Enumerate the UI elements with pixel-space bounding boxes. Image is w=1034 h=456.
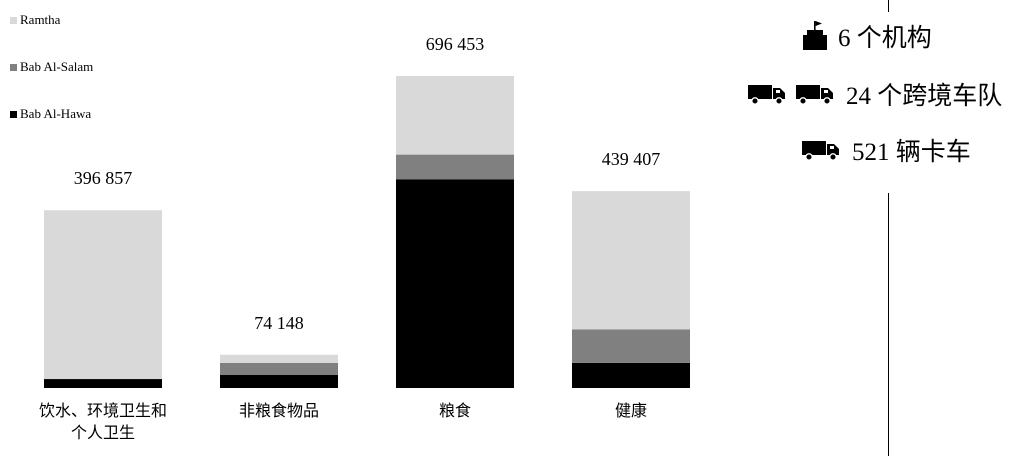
legend: Ramtha Bab Al-Salam Bab Al-Hawa xyxy=(10,12,93,153)
bar-segment-bab-al-salam-3 xyxy=(572,329,690,363)
stat-trucks: 521 辆卡车 xyxy=(802,132,971,168)
legend-label-ramtha: Ramtha xyxy=(20,12,61,27)
bar-segment-bab-al-hawa-1 xyxy=(220,375,338,388)
total-labels-group: 396 857 74 148 696 453 439 407 xyxy=(74,34,661,333)
legend-swatch-bab-al-hawa xyxy=(10,110,17,118)
bar-segment-ramtha-2 xyxy=(396,76,514,155)
legend-item-bab-al-salam: Bab Al-Salam xyxy=(10,59,93,75)
total-label-3: 439 407 xyxy=(602,149,661,169)
category-label-3: 健康 xyxy=(615,402,647,420)
legend-item-ramtha: Ramtha xyxy=(10,12,93,28)
category-label-0-line-1: 个人卫生 xyxy=(71,424,135,442)
total-label-2: 696 453 xyxy=(426,34,485,54)
bar-segment-ramtha-1 xyxy=(220,354,338,363)
legend-label-bab-al-salam: Bab Al-Salam xyxy=(20,59,94,74)
legend-item-bab-al-hawa: Bab Al-Hawa xyxy=(10,106,93,122)
category-label-1: 非粮食物品 xyxy=(239,402,319,420)
total-label-0: 396 857 xyxy=(74,168,133,188)
building-with-flag-icon xyxy=(802,21,828,51)
truck-icon xyxy=(802,138,842,162)
stat-convoys: 24 个跨境车队 xyxy=(748,76,1002,112)
divider-bottom xyxy=(888,193,889,456)
truck-icons-group xyxy=(748,82,836,106)
legend-swatch-ramtha xyxy=(10,16,17,24)
bar-segment-bab-al-hawa-3 xyxy=(572,362,690,388)
category-label-0-line-0: 饮水、环境卫生和 xyxy=(39,401,167,420)
stacked-bar-chart: 396 857 74 148 696 453 439 407 饮水、环境卫生和个人卫生… xyxy=(39,34,690,442)
category-label-2: 粮食 xyxy=(439,402,471,420)
stat-agencies: 6 个机构 xyxy=(802,18,932,54)
truck-icon xyxy=(796,85,833,105)
bar-segment-ramtha-3 xyxy=(572,191,690,330)
bar-segment-bab-al-hawa-2 xyxy=(396,179,514,388)
legend-swatch-bab-al-salam xyxy=(10,63,17,71)
bar-segment-ramtha-0 xyxy=(44,210,162,380)
divider-top xyxy=(888,0,889,12)
bar-segment-bab-al-hawa-0 xyxy=(44,379,162,388)
bar-segment-bab-al-salam-2 xyxy=(396,154,514,180)
stat-agencies-text: 6 个机构 xyxy=(838,25,932,52)
stat-trucks-text: 521 辆卡车 xyxy=(852,139,971,166)
truck-icon xyxy=(748,85,785,105)
total-label-1: 74 148 xyxy=(254,313,304,333)
stat-convoys-text: 24 个跨境车队 xyxy=(846,83,1003,110)
bar-segment-bab-al-salam-1 xyxy=(220,362,338,376)
bars-group xyxy=(44,76,690,388)
legend-label-bab-al-hawa: Bab Al-Hawa xyxy=(20,106,92,121)
